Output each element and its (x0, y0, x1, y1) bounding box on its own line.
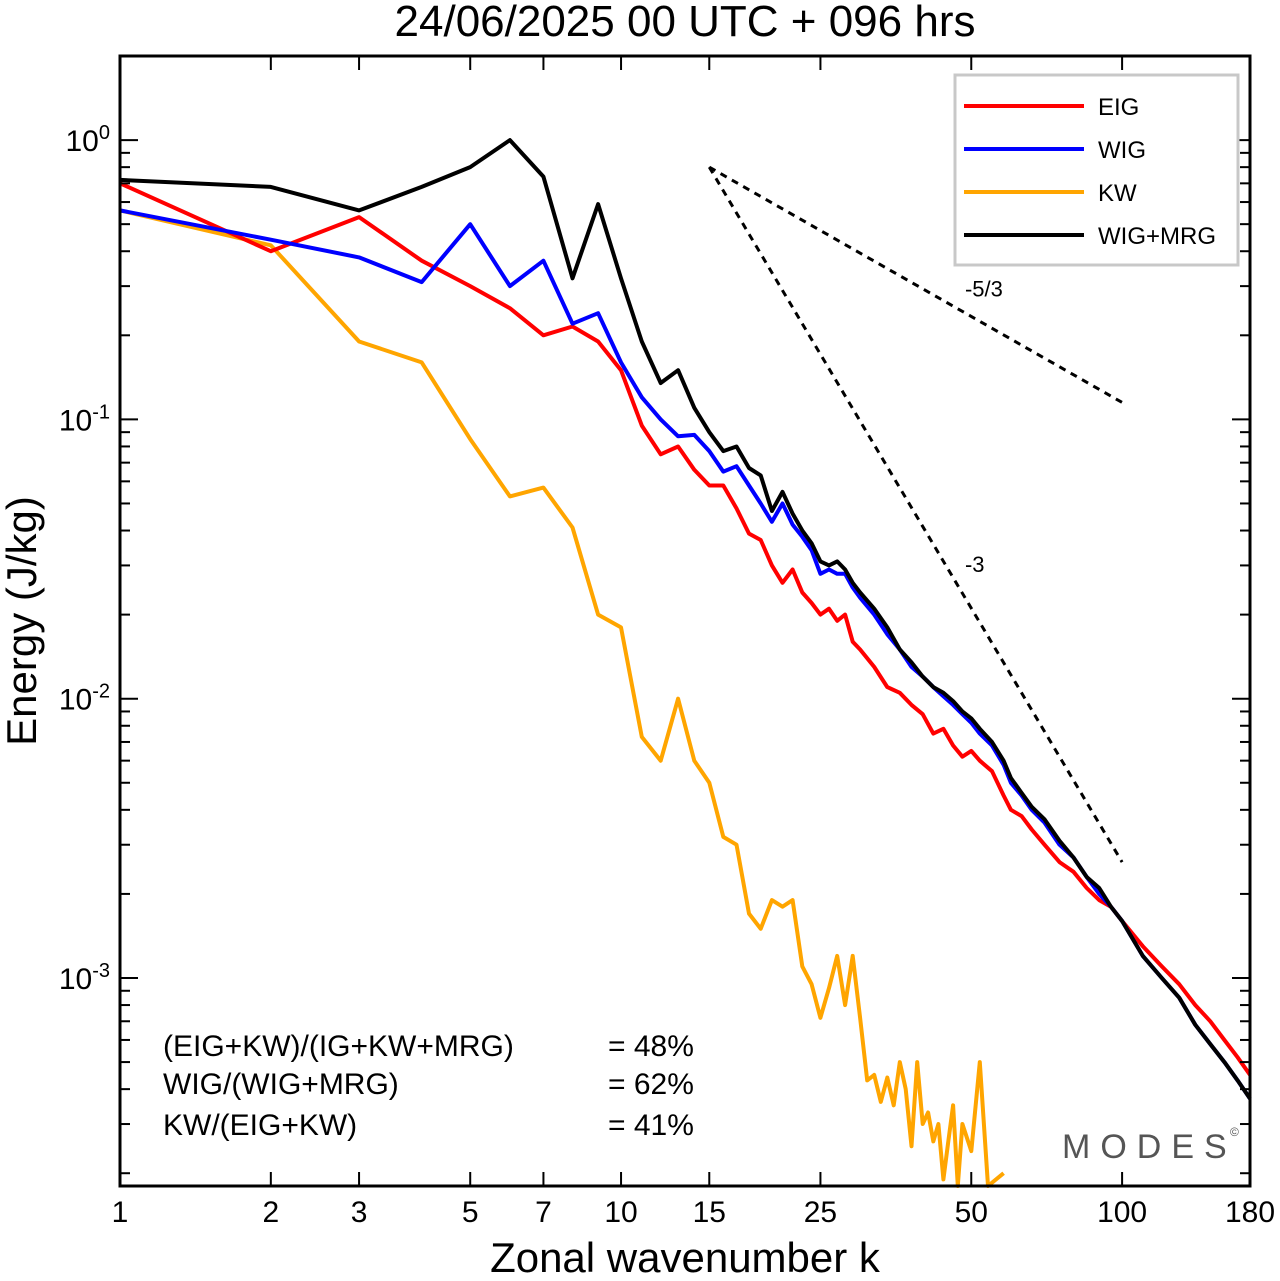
y-tick-label: 10-3 (59, 960, 110, 996)
modes-watermark: MODES (1062, 1128, 1237, 1166)
plot-frame (118, 54, 1252, 1188)
series-layer (119, 138, 1252, 1188)
y-tick-label: 10-1 (59, 401, 110, 437)
copyright-symbol: © (1230, 1125, 1239, 1139)
x-tick-label: 5 (462, 1196, 479, 1229)
x-tick-label: 10 (604, 1196, 637, 1229)
x-tick-label: 100 (1097, 1196, 1147, 1229)
y-axis-label: Energy (J/kg) (0, 496, 45, 746)
series-line-wig-mrg (119, 138, 1252, 1100)
slope-label-2: -3 (965, 552, 985, 577)
annotation-right-2: = 62% (608, 1068, 694, 1101)
x-tick-label: 1 (112, 1196, 129, 1229)
axis-ticks: 1 2 3 5 7 10 15 25 50 100 180 100 10-1 10-2 10-3 (59, 55, 1275, 1229)
y-tick-label: 100 (66, 122, 111, 158)
series-line-eig (119, 181, 1252, 1077)
annotation-left-3: KW/(EIG+KW) (163, 1109, 357, 1142)
annotations: (EIG+KW)/(IG+KW+MRG) = 48% WIG/(WIG+MRG)… (163, 1030, 694, 1142)
chart-title: 24/06/2025 00 UTC + 096 hrs (395, 0, 976, 46)
slope-label-1: -5/3 (965, 276, 1003, 301)
annotation-right-1: = 48% (608, 1030, 694, 1063)
slope-line-1 (708, 165, 1123, 404)
legend-label-kw: KW (1098, 180, 1137, 207)
annotation-right-3: = 41% (608, 1109, 694, 1142)
reference-slopes: -5/3 -3 (707, 165, 1124, 863)
x-tick-label: 15 (693, 1196, 726, 1229)
x-tick-label: 7 (535, 1196, 552, 1229)
y-tick-label: 10-2 (59, 681, 110, 717)
x-tick-label: 180 (1225, 1196, 1275, 1229)
legend-label-wig-mrg: WIG+MRG (1098, 223, 1216, 250)
x-tick-label: 3 (351, 1196, 368, 1229)
legend-label-wig: WIG (1098, 137, 1146, 164)
x-tick-label: 50 (955, 1196, 988, 1229)
x-tick-label: 25 (804, 1196, 837, 1229)
x-axis-label: Zonal wavenumber k (490, 1234, 881, 1281)
annotation-left-2: WIG/(WIG+MRG) (163, 1068, 399, 1101)
slope-line-2 (707, 166, 1124, 863)
x-tick-label: 2 (262, 1196, 279, 1229)
legend: EIG WIG KW WIG+MRG (953, 73, 1240, 267)
series-line-kw (119, 208, 1005, 1188)
series-line-wig (119, 208, 1252, 1100)
annotation-left-1: (EIG+KW)/(IG+KW+MRG) (163, 1030, 514, 1063)
legend-label-eig: EIG (1098, 94, 1139, 121)
